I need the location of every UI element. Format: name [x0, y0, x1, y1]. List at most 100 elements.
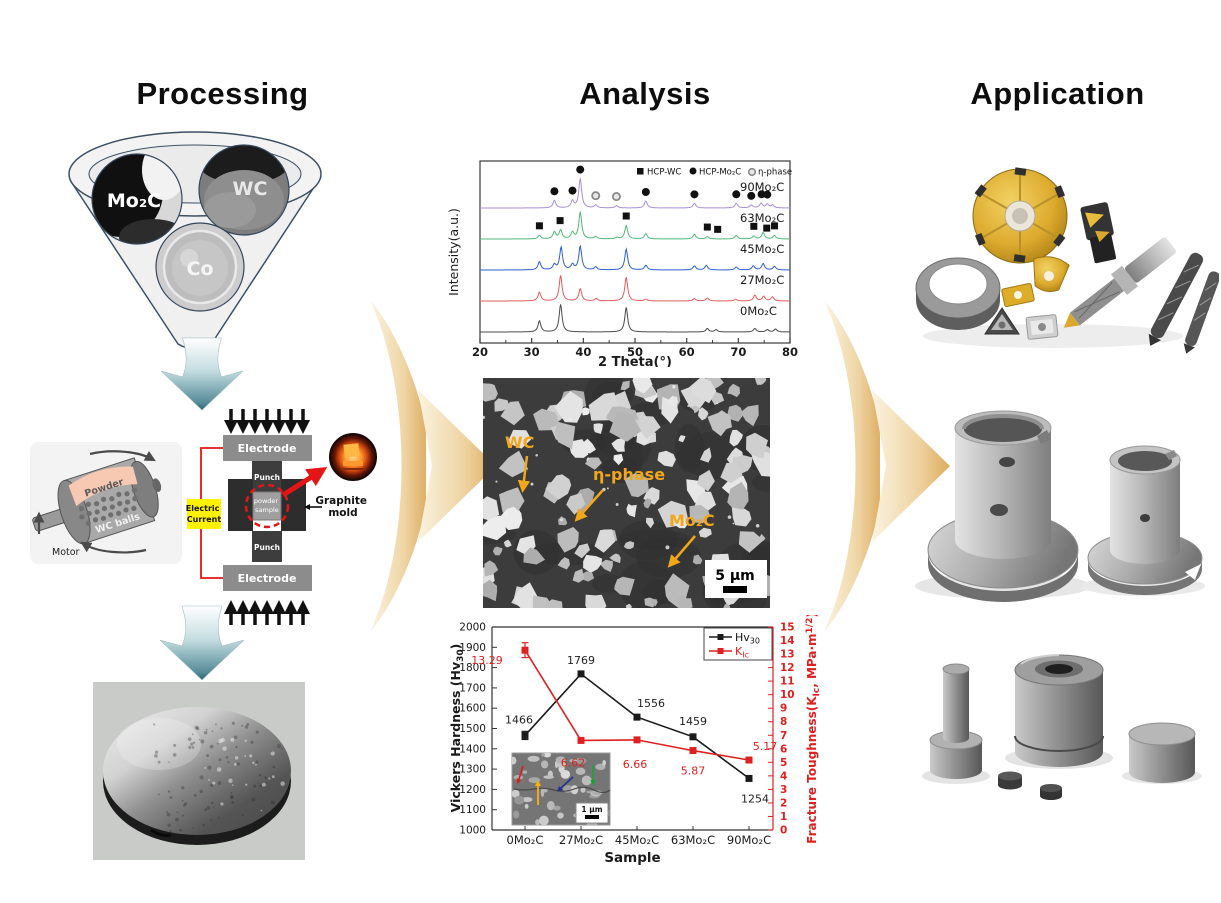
sem-image: WC η-phase Mo₂C 5 μm — [483, 378, 770, 608]
down-arrow-1-icon — [160, 337, 244, 411]
svg-text:45Mo₂C: 45Mo₂C — [615, 833, 659, 847]
punch-top-label: Punch — [254, 473, 280, 482]
svg-text:10: 10 — [780, 689, 795, 701]
gold-insert-shield — [1033, 256, 1070, 293]
svg-text:5: 5 — [780, 757, 787, 769]
mech-point-label: 1556 — [637, 697, 665, 710]
mech-point-label: 1769 — [567, 654, 595, 667]
xrd-series-90Mo₂C — [480, 177, 790, 209]
svg-text:Intensity(a.u.): Intensity(a.u.) — [446, 208, 461, 296]
down-arrow-2-icon — [159, 605, 245, 681]
svg-text:Sample: Sample — [604, 850, 660, 866]
xrd-series-45Mo₂C — [480, 244, 790, 271]
svg-text:HCP-WC: HCP-WC — [647, 168, 681, 178]
svg-text:1400: 1400 — [459, 743, 486, 755]
svg-text:7: 7 — [780, 730, 787, 742]
bushing-parts-photo — [915, 410, 1205, 602]
electric-current-badge — [187, 499, 221, 529]
electric-current-label: Electric Current — [186, 504, 222, 524]
twist-drill-2 — [1183, 271, 1219, 354]
svg-text:4: 4 — [780, 770, 787, 782]
graphite-mold-left — [228, 479, 253, 531]
svg-text:1700: 1700 — [459, 682, 486, 694]
powder-sample-label: powder sample — [254, 497, 280, 514]
xrd-series-label-1: 27Mo₂C — [740, 273, 784, 287]
die-block — [1014, 654, 1104, 767]
xrd-series-0Mo₂C — [480, 304, 790, 333]
svg-text:1800: 1800 — [459, 662, 486, 674]
mech-point-label: 5.17 — [753, 740, 778, 753]
die-punch — [929, 663, 983, 779]
twist-drill-1 — [1148, 252, 1204, 346]
xrd-series-label-3: 63Mo₂C — [740, 211, 784, 225]
svg-text:0Mo₂C: 0Mo₂C — [507, 833, 544, 847]
xrd-series-label-2: 45Mo₂C — [740, 242, 784, 256]
pellet-2 — [1040, 784, 1062, 800]
svg-text:1: 1 — [780, 811, 787, 823]
wc-powder-circle — [198, 144, 290, 236]
mech-inset-micrograph: 1 μm — [511, 752, 611, 826]
mech-point-label: 5.87 — [681, 765, 706, 778]
svg-text:1100: 1100 — [459, 804, 486, 816]
sps-diagram: Electrode Punch powder sample Punch Elec… — [186, 409, 377, 625]
svg-text:1600: 1600 — [459, 703, 486, 715]
solid-cylinder — [1128, 722, 1196, 783]
svg-text:30: 30 — [524, 345, 540, 359]
svg-text:11: 11 — [780, 676, 795, 688]
electrode-bottom-label: Electrode — [238, 572, 297, 585]
svg-text:15: 15 — [780, 622, 795, 634]
sintered-disc-photo — [93, 682, 305, 860]
indexable-drill — [1063, 237, 1176, 328]
triangle-insert — [984, 307, 1020, 335]
ball-mill-illustration: Powder WC balls Motor — [30, 442, 182, 564]
pellet-1 — [998, 771, 1022, 790]
svg-text:KIc: KIc — [735, 645, 749, 660]
svg-text:1300: 1300 — [459, 764, 486, 776]
svg-text:20: 20 — [472, 345, 488, 359]
electrode-top-label: Electrode — [238, 442, 297, 455]
pressure-arrows-top-icon — [224, 409, 310, 434]
mech-point-label: 6.66 — [623, 758, 648, 771]
punch-top — [252, 461, 282, 492]
sem-label-wc: WC — [505, 433, 534, 452]
mill-drum: Powder WC balls — [32, 457, 162, 545]
hot-sample-photo — [329, 433, 377, 481]
sem-arrow-wc-icon — [517, 455, 531, 493]
disc-speckles — [153, 721, 285, 834]
face-mill-cutter — [972, 167, 1068, 264]
svg-text:80: 80 — [782, 345, 798, 359]
mech-point-label: 1254 — [741, 792, 769, 805]
svg-text:6: 6 — [780, 743, 787, 755]
gold-insert-small — [1001, 282, 1035, 308]
svg-text:14: 14 — [780, 635, 795, 647]
svg-text:2000: 2000 — [459, 622, 486, 634]
sem-label-eta: η-phase — [593, 465, 665, 484]
mech-point-label: 6.62 — [561, 756, 586, 769]
title-processing: Processing — [136, 76, 309, 111]
svg-text:η-phase: η-phase — [758, 168, 792, 178]
sem-arrow-mo2c-icon — [667, 535, 696, 568]
mo2c-label: Mo₂C — [107, 190, 161, 212]
xrd-series-label-4: 90Mo₂C — [740, 180, 784, 194]
sample-zoom-arrow-icon — [281, 466, 328, 498]
svg-text:3: 3 — [780, 784, 787, 796]
motor-label: Motor — [52, 547, 80, 558]
flow-arrow-2-icon — [824, 300, 950, 632]
punch-bottom — [252, 531, 282, 562]
svg-text:Vickers Hardness (Hv30): Vickers Hardness (Hv30) — [448, 644, 466, 813]
powder-charge — [68, 466, 138, 507]
ring-part — [915, 257, 1001, 330]
title-application: Application — [970, 76, 1145, 111]
bushing-small — [1087, 445, 1203, 595]
electrode-bottom — [223, 565, 312, 591]
mech-legend-box — [703, 627, 773, 661]
svg-text:2 Theta(°): 2 Theta(°) — [598, 355, 672, 367]
xrd-series-27Mo₂C — [480, 275, 790, 302]
xrd-series-label-0: 0Mo₂C — [740, 304, 777, 318]
svg-text:8: 8 — [780, 716, 787, 728]
svg-text:40: 40 — [575, 345, 591, 359]
disc-face — [103, 707, 291, 835]
insert-holder — [1080, 202, 1117, 264]
title-analysis: Analysis — [579, 76, 711, 111]
